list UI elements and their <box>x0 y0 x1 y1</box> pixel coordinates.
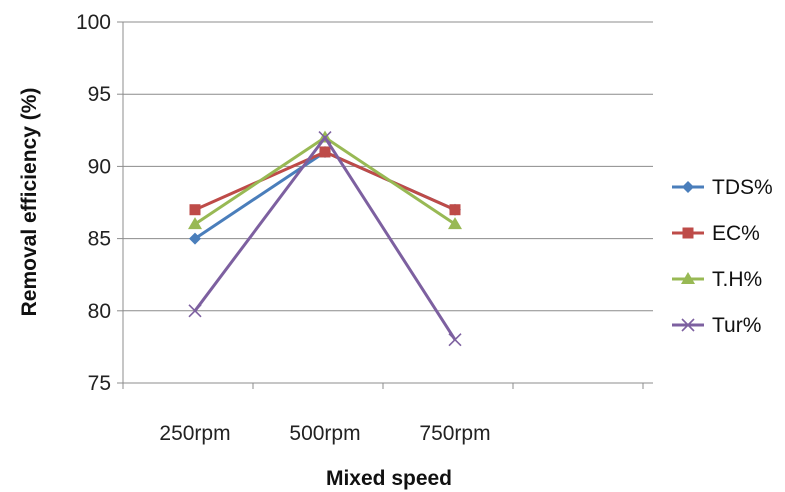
data-point <box>449 204 461 216</box>
series-line <box>194 150 456 212</box>
data-point <box>319 146 331 158</box>
legend-item: EC% <box>672 222 760 245</box>
data-point <box>448 333 462 347</box>
series-Tur% <box>188 130 462 347</box>
data-point <box>448 217 462 230</box>
series-line <box>194 150 456 240</box>
y-tick-label: 95 <box>88 83 111 106</box>
x-tick-label: 750rpm <box>419 422 490 445</box>
x-tick-labels: 250rpm 500rpm 750rpm <box>159 422 490 445</box>
legend-marker <box>681 272 695 284</box>
data-point <box>318 130 332 145</box>
y-tick-labels: 75 80 85 90 95 100 <box>76 11 111 395</box>
y-tick-label: 90 <box>88 155 111 178</box>
legend: TDS% EC% T.H% Tur% <box>672 176 773 337</box>
data-point <box>188 304 202 318</box>
legend-item: Tur% <box>672 314 761 337</box>
legend-label: T.H% <box>712 268 762 291</box>
legend-marker <box>681 318 695 332</box>
legend-marker <box>682 227 694 239</box>
axes <box>117 21 653 389</box>
y-tick-label: 75 <box>88 372 111 395</box>
legend-item: T.H% <box>672 268 762 291</box>
gridlines <box>123 21 653 312</box>
y-tick-label: 85 <box>88 228 111 251</box>
data-point <box>188 217 202 230</box>
x-tick-label: 250rpm <box>159 422 230 445</box>
y-tick-label: 80 <box>88 300 111 323</box>
data-point <box>189 204 201 216</box>
x-tick-label: 500rpm <box>289 422 360 445</box>
legend-label: Tur% <box>712 314 761 337</box>
legend-label: TDS% <box>712 176 773 199</box>
series-lines <box>188 130 462 347</box>
x-axis-title: Mixed speed <box>326 467 452 490</box>
data-point <box>189 232 201 245</box>
legend-marker <box>682 181 694 193</box>
y-tick-label: 100 <box>76 11 111 34</box>
series-EC% <box>189 146 461 216</box>
y-axis-title: Removal efficiency (%) <box>18 88 41 317</box>
legend-item: TDS% <box>672 176 773 199</box>
legend-label: EC% <box>712 222 760 245</box>
